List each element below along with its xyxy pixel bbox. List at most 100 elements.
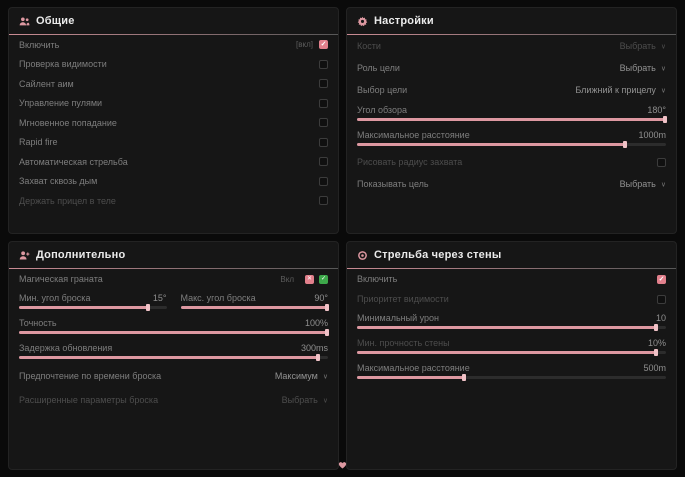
throw-time-select[interactable]: Максимум ∨	[274, 371, 328, 381]
divider	[9, 34, 338, 35]
row-bones: Кости Выбрать ∨	[347, 35, 676, 57]
row-label: Управление пулями	[19, 98, 103, 109]
divider	[347, 34, 676, 35]
panel-general: Общие Включить [вкл] ✓ Проверка видимост…	[8, 7, 339, 234]
silent-aim-checkbox[interactable]: ✓	[319, 79, 328, 89]
max-angle-slider[interactable]	[180, 304, 329, 311]
slider-value: 100%	[304, 318, 328, 328]
chevron-down-icon: ∨	[660, 181, 666, 189]
keep-aim-body-checkbox[interactable]: ✓	[319, 196, 328, 206]
row-keep-aim-body[interactable]: Держать прицел в теле ✓	[9, 191, 338, 211]
target-icon	[357, 250, 368, 261]
panel-additional: Дополнительно Магическая граната Вкл ✕ ✓…	[8, 241, 339, 470]
slider-value: 180°	[647, 105, 666, 115]
chevron-down-icon: ∨	[660, 87, 666, 95]
fov-slider-group: Угол обзора 180°	[347, 101, 676, 126]
rapid-fire-checkbox[interactable]: ✓	[319, 137, 328, 147]
update-delay-slider-group: Задержка обновления 300ms	[9, 339, 338, 364]
row-rapid-fire[interactable]: Rapid fire ✓	[9, 133, 338, 153]
divider	[9, 268, 338, 269]
auto-shoot-checkbox[interactable]: ✓	[319, 157, 328, 167]
slider-handle[interactable]	[653, 324, 658, 331]
min-damage-slider-group: Минимальный урон 10	[347, 309, 676, 334]
row-label: Кости	[357, 41, 381, 51]
panel-title: Настройки	[374, 15, 434, 27]
target-role-select[interactable]: Выбрать ∨	[619, 63, 666, 73]
accuracy-slider[interactable]	[19, 329, 329, 336]
visibility-check-checkbox[interactable]: ✓	[319, 59, 328, 69]
row-visibility-priority[interactable]: Приоритет видимости ✓	[347, 289, 676, 309]
slider-handle[interactable]	[325, 304, 329, 311]
panel-additional-header: Дополнительно	[9, 242, 338, 268]
target-choice-select[interactable]: Ближний к прицелу ∨	[575, 85, 666, 95]
cross-icon[interactable]: ✕	[305, 274, 314, 284]
slider-value: 500m	[643, 363, 666, 373]
row-draw-radius[interactable]: Рисовать радиус захвата ✓	[347, 151, 676, 173]
angle-sliders: Мин. угол броска 15° Макс. угол броска 9…	[9, 289, 338, 314]
instant-hit-checkbox[interactable]: ✓	[319, 118, 328, 128]
slider-handle[interactable]	[622, 141, 627, 148]
row-label: Сайлент аим	[19, 78, 74, 89]
advanced-throw-select[interactable]: Выбрать ∨	[281, 395, 328, 405]
panel-settings: Настройки Кости Выбрать ∨ Роль цели Выбр…	[346, 7, 677, 234]
row-smoke-capture[interactable]: Захват сквозь дым ✓	[9, 172, 338, 192]
slider-label: Максимальное расстояние	[357, 363, 470, 373]
wallbang-enable-checkbox[interactable]: ✓	[657, 274, 666, 284]
row-bullet-control[interactable]: Управление пулями ✓	[9, 94, 338, 114]
row-label: Автоматическая стрельба	[19, 156, 128, 167]
max-distance-slider[interactable]	[357, 141, 666, 148]
draw-radius-checkbox[interactable]: ✓	[657, 157, 666, 167]
enable-checkbox[interactable]: ✓	[319, 40, 328, 50]
row-label: Приоритет видимости	[357, 294, 449, 304]
row-auto-shoot[interactable]: Автоматическая стрельба ✓	[9, 152, 338, 172]
row-enable[interactable]: Включить [вкл] ✓	[9, 35, 338, 55]
slider-label: Минимальный урон	[357, 313, 440, 323]
wall-strength-slider[interactable]	[357, 349, 666, 356]
row-visibility-check[interactable]: Проверка видимости ✓	[9, 55, 338, 75]
row-label: Расширенные параметры броска	[19, 395, 159, 405]
panel-general-header: Общие	[9, 8, 338, 34]
slider-handle[interactable]	[653, 349, 658, 356]
update-delay-slider[interactable]	[19, 354, 328, 361]
row-silent-aim[interactable]: Сайлент аим ✓	[9, 74, 338, 94]
gear-icon	[357, 16, 368, 27]
check-icon[interactable]: ✓	[319, 274, 328, 284]
keybind-label: [вкл]	[296, 40, 313, 50]
row-wallbang-enable[interactable]: Включить ✓	[347, 269, 676, 289]
row-label: Мгновенное попадание	[19, 117, 117, 128]
slider-handle[interactable]	[462, 374, 467, 381]
max-distance-slider-group: Максимальное расстояние 1000m	[347, 126, 676, 151]
visibility-priority-checkbox[interactable]: ✓	[657, 294, 666, 304]
users-icon	[19, 16, 30, 27]
row-label: Включить	[19, 39, 60, 50]
row-label: Предпочтение по времени броска	[19, 371, 162, 381]
bullet-control-checkbox[interactable]: ✓	[319, 98, 328, 108]
show-target-select[interactable]: Выбрать ∨	[619, 179, 666, 189]
row-target-choice: Выбор цели Ближний к прицелу ∨	[347, 79, 676, 101]
row-magic-grenade[interactable]: Магическая граната Вкл ✕ ✓	[9, 269, 338, 289]
panel-settings-header: Настройки	[347, 8, 676, 34]
fov-slider[interactable]	[357, 116, 667, 123]
row-label: Магическая граната	[19, 274, 103, 284]
row-show-target: Показывать цель Выбрать ∨	[347, 173, 676, 195]
watermark-icon	[337, 459, 348, 470]
row-label: Показывать цель	[357, 179, 429, 189]
smoke-capture-checkbox[interactable]: ✓	[319, 176, 328, 186]
row-label: Держать прицел в теле	[19, 195, 116, 206]
row-instant-hit[interactable]: Мгновенное попадание ✓	[9, 113, 338, 133]
slider-value: 15°	[152, 293, 167, 303]
slider-handle[interactable]	[315, 354, 320, 361]
wall-max-distance-slider[interactable]	[357, 374, 666, 381]
row-label: Включить	[357, 274, 398, 284]
bones-select[interactable]: Выбрать ∨	[619, 41, 666, 51]
slider-label: Макс. угол броска	[180, 293, 256, 303]
slider-handle[interactable]	[325, 329, 329, 336]
slider-handle[interactable]	[145, 304, 150, 311]
row-target-role: Роль цели Выбрать ∨	[347, 57, 676, 79]
slider-label: Угол обзора	[357, 105, 407, 115]
min-angle-slider[interactable]	[19, 304, 167, 311]
slider-handle[interactable]	[663, 116, 667, 123]
user-plus-icon	[19, 250, 30, 261]
row-label: Захват сквозь дым	[19, 176, 98, 187]
min-damage-slider[interactable]	[357, 324, 666, 331]
